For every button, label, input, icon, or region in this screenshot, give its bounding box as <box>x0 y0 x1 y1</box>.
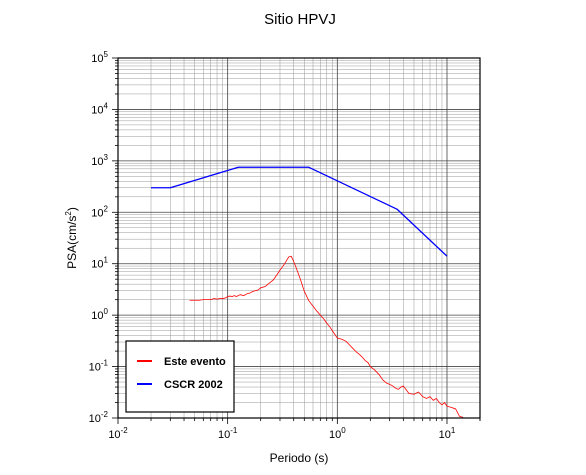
y-tick-label-4: 102 <box>91 204 108 219</box>
x-tick-base: 10 <box>329 429 341 441</box>
y-tick-label-7: 105 <box>91 50 108 65</box>
x-ticks: 10-2 10-1 100 101 <box>108 418 481 441</box>
grid-minor <box>118 58 481 418</box>
x-tick-label-2: 100 <box>329 426 346 441</box>
y-tick-exp: 3 <box>104 153 109 162</box>
y-tick-base: 10 <box>91 207 103 219</box>
y-tick-base: 10 <box>91 310 103 322</box>
y-tick-exp: 2 <box>104 204 109 213</box>
x-tick-base: 10 <box>439 429 451 441</box>
series-group <box>151 166 464 418</box>
y-tick-label-1: 10-1 <box>89 359 109 374</box>
y-tick-base: 10 <box>91 104 103 116</box>
y-tick-label-3: 101 <box>91 256 108 271</box>
legend-label-cscr-2002: CSCR 2002 <box>164 379 223 391</box>
y-axis-label-close: ) <box>65 207 79 211</box>
y-tick-base: 10 <box>91 259 103 271</box>
y-axis-label-base: PSA(cm/s <box>65 216 79 269</box>
y-tick-exp: 5 <box>104 50 109 59</box>
y-tick-base: 10 <box>89 362 101 374</box>
y-tick-exp: 1 <box>104 256 109 265</box>
y-axis-label-sup: 2 <box>64 211 73 216</box>
y-tick-exp: 4 <box>104 101 109 110</box>
x-axis-label: Periodo (s) <box>270 451 329 465</box>
y-tick-exp: 0 <box>104 307 109 316</box>
x-tick-exp: 0 <box>341 426 346 435</box>
y-tick-base: 10 <box>91 53 103 65</box>
series-line-cscr-2002 <box>151 166 448 257</box>
x-tick-base: 10 <box>108 429 120 441</box>
series-line-este-evento <box>189 255 464 418</box>
y-axis-label: PSA(cm/s2) <box>64 207 79 269</box>
x-tick-base: 10 <box>218 429 230 441</box>
chart-title: Sitio HPVJ <box>264 11 336 28</box>
plot-frame <box>117 57 481 419</box>
y-tick-label-6: 104 <box>91 101 108 116</box>
x-tick-exp: -1 <box>230 426 238 435</box>
x-tick-label-1: 10-1 <box>218 426 238 441</box>
x-tick-label-0: 10-2 <box>108 426 128 441</box>
y-tick-exp: -2 <box>101 410 109 419</box>
y-tick-label-0: 10-2 <box>89 410 109 425</box>
legend-frame <box>125 340 235 413</box>
legend: Este evento CSCR 2002 <box>125 340 235 413</box>
y-tick-base: 10 <box>91 156 103 168</box>
legend-label-este-evento: Este evento <box>164 356 226 368</box>
x-tick-exp: -2 <box>121 426 129 435</box>
y-tick-base: 10 <box>89 413 101 425</box>
y-tick-label-5: 103 <box>91 153 108 168</box>
y-tick-label-2: 100 <box>91 307 108 322</box>
x-tick-label-3: 101 <box>439 426 456 441</box>
x-tick-exp: 1 <box>451 426 456 435</box>
y-tick-exp: -1 <box>101 359 109 368</box>
